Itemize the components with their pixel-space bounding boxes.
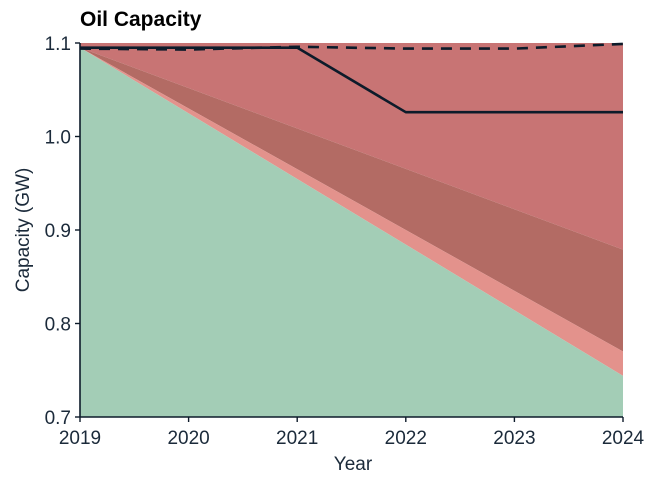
x-tick-label: 2019 bbox=[59, 428, 101, 449]
y-tick-label: 0.9 bbox=[45, 221, 71, 242]
x-tick-label: 2022 bbox=[385, 428, 427, 449]
middle-band-area bbox=[80, 47, 623, 352]
x-tick-label: 2023 bbox=[493, 428, 535, 449]
y-tick-label: 1.1 bbox=[45, 34, 71, 55]
x-tick-label: 2024 bbox=[602, 428, 645, 449]
x-axis-title: Year bbox=[334, 454, 373, 475]
dashed-line-series bbox=[79, 42, 624, 51]
solid-line-series bbox=[80, 46, 623, 114]
y-tick-label: 0.8 bbox=[45, 315, 71, 336]
area-layer bbox=[80, 43, 623, 418]
x-tick-label: 2020 bbox=[167, 428, 209, 449]
y-tick-label: 0.7 bbox=[45, 408, 71, 429]
y-tick-label: 1.0 bbox=[45, 128, 71, 149]
baseline-area-area bbox=[80, 47, 623, 418]
tick-labels: 2019 2020 2021 2022 2023 2024 0.7 0.8 0.9 1.0 1.1 bbox=[45, 34, 645, 449]
x-tick-label: 2021 bbox=[276, 428, 318, 449]
chart-title: Oil Capacity bbox=[80, 8, 202, 31]
upper-band-area bbox=[80, 43, 623, 250]
y-axis-title: Capacity (GW) bbox=[13, 168, 34, 293]
line-layer bbox=[79, 42, 624, 114]
